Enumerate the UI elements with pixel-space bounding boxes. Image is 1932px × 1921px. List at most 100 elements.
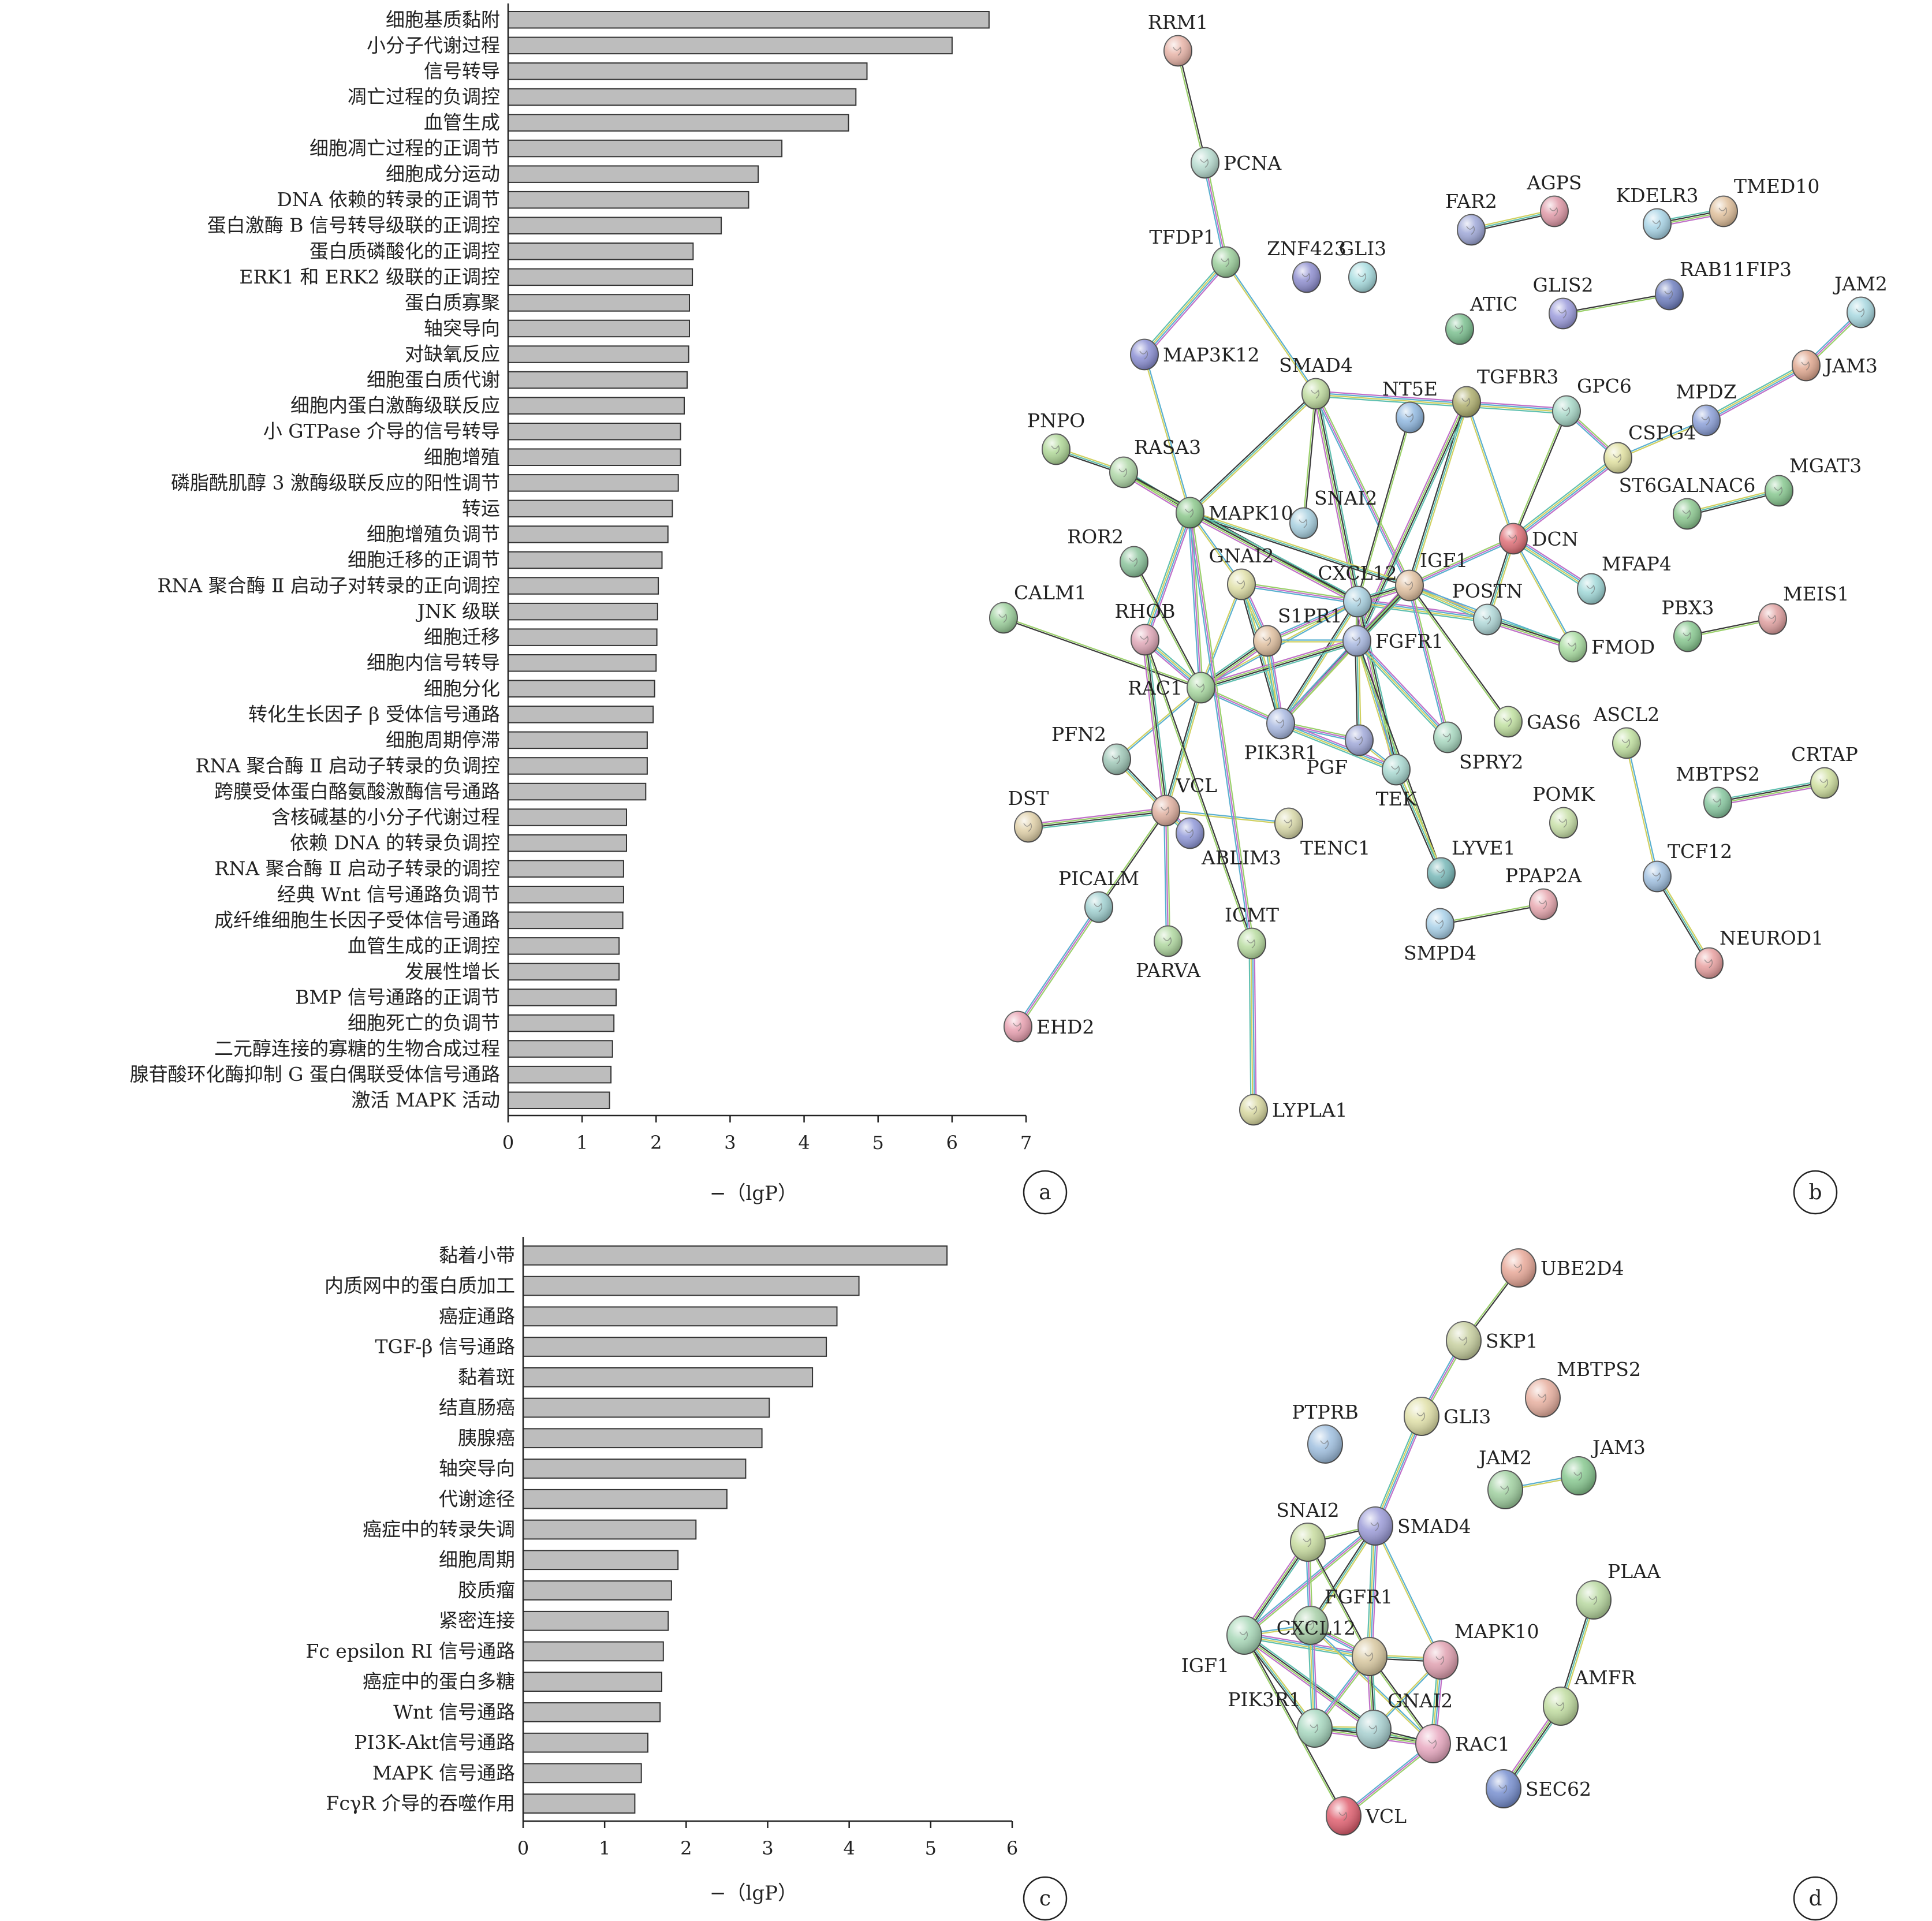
d-node-PIK3R1: PIK3R1 [1228, 1688, 1333, 1748]
b-node-CXCL12: CXCL12 [1318, 562, 1397, 618]
b-node-AGPS: AGPS [1526, 171, 1582, 227]
b-node-LYPLA1: LYPLA1 [1239, 1094, 1348, 1126]
category-label-a-6: 细胞成分运动 [386, 163, 500, 185]
bar-c-1 [523, 1275, 860, 1296]
category-label-c-4: 黏着斑 [458, 1366, 515, 1388]
b-node-label-PNPO: PNPO [1027, 409, 1085, 432]
c-tick-label-3: 3 [762, 1837, 773, 1859]
b-node-MAPK10: MAPK10 [1176, 497, 1293, 529]
b-edge-CXCL12-NT5E [1356, 417, 1412, 602]
d-node-label-IGF1: IGF1 [1181, 1654, 1229, 1677]
category-label-a-26: 细胞分化 [424, 677, 500, 700]
b-edge-SMAD4-MAPK10 [1188, 392, 1318, 514]
a-tick-label-6: 6 [946, 1132, 958, 1154]
category-label-a-39: 细胞死亡的负调节 [348, 1012, 500, 1034]
bar-c-11 [523, 1580, 672, 1601]
b-node-RHOB: RHOB [1115, 600, 1175, 656]
category-label-a-2: 信号转导 [424, 59, 500, 82]
b-node-label-PICALM: PICALM [1058, 867, 1139, 890]
b-edge-SMAD4-GPC6 [1315, 390, 1567, 415]
bar-a-3 [508, 88, 857, 106]
category-label-a-20: 细胞增殖负调节 [367, 523, 500, 545]
category-label-c-16: PI3K-Akt信号通路 [354, 1731, 515, 1754]
b-node-SMPD4: SMPD4 [1404, 908, 1476, 964]
category-label-a-32: 依赖 DNA 的转录负调控 [290, 831, 500, 854]
c-tick-label-1: 1 [599, 1837, 610, 1859]
a-tick-label-2: 2 [650, 1132, 662, 1154]
bar-a-29 [508, 757, 648, 775]
d-node-label-FGFR1: FGFR1 [1325, 1586, 1393, 1608]
b-edge-IGF1-DCN [1408, 536, 1515, 588]
b-node-label-DST: DST [1008, 787, 1049, 810]
d-node-label-PIK3R1: PIK3R1 [1228, 1688, 1301, 1711]
bar-a-39 [508, 1014, 615, 1032]
d-node-label-VCL: VCL [1365, 1805, 1407, 1827]
b-edge-FGFR1-PIK3R1 [1278, 639, 1359, 725]
b-edge-VCL-PICALM [1097, 810, 1168, 908]
bar-c-10 [523, 1550, 679, 1571]
bar-a-37 [508, 963, 620, 981]
b-node-label-GLIS2: GLIS2 [1533, 274, 1594, 296]
bar-a-24 [508, 628, 658, 646]
panel-label-a: a [1023, 1170, 1068, 1215]
b-node-PCNA: PCNA [1191, 147, 1282, 179]
b-node-S1PR1: S1PR1 [1253, 605, 1342, 657]
b-edge-MAPK10-CXCL12 [1188, 510, 1359, 605]
d-node-label-GLI3: GLI3 [1444, 1405, 1491, 1428]
d-node-SNAI2: SNAI2 [1276, 1499, 1340, 1562]
bar-c-5 [523, 1397, 770, 1418]
bar-a-31 [508, 808, 627, 826]
b-node-PBX3: PBX3 [1662, 596, 1714, 652]
d-edge-SNAI2-CXCL12 [1306, 1541, 1371, 1658]
category-label-a-11: 蛋白质寡聚 [405, 291, 500, 314]
d-node-label-PLAA: PLAA [1607, 1560, 1661, 1583]
b-node-MEIS1: MEIS1 [1758, 583, 1849, 635]
category-label-a-29: RNA 聚合酶 Ⅱ 启动子转录的负调控 [196, 755, 500, 777]
bar-c-2 [523, 1306, 838, 1327]
category-label-c-9: 癌症中的转录失调 [363, 1518, 515, 1540]
bar-a-32 [508, 834, 627, 852]
bar-a-17 [508, 448, 681, 466]
bar-a-7 [508, 191, 749, 209]
b-node-label-ICMT: ICMT [1225, 904, 1279, 926]
d-node-label-SMAD4: SMAD4 [1397, 1515, 1471, 1538]
b-node-SPRY2: SPRY2 [1433, 721, 1523, 773]
d-node-JAM3: JAM3 [1561, 1436, 1646, 1495]
bar-c-8 [523, 1489, 728, 1509]
b-edge-VCL-PARVA [1163, 810, 1171, 942]
d-edge-SMAD4-CXCL12 [1366, 1525, 1379, 1657]
b-edge-FGFR1-RAC1 [1200, 637, 1358, 691]
category-label-c-11: 胶质瘤 [458, 1579, 515, 1602]
category-label-c-1: 内质网中的蛋白质加工 [325, 1274, 515, 1297]
category-label-a-35: 成纤维细胞生长因子受体信号通路 [214, 909, 500, 931]
b-node-label-SMAD4: SMAD4 [1279, 354, 1353, 376]
category-label-c-0: 黏着小带 [439, 1244, 515, 1266]
d-node-CXCL12: CXCL12 [1277, 1617, 1388, 1676]
chart-c-x-axis-label: −（lgP） [710, 1882, 797, 1905]
b-node-FMOD: FMOD [1558, 631, 1655, 663]
category-label-c-18: FcγR 介导的吞噬作用 [326, 1792, 515, 1815]
category-label-a-16: 小 GTPase 介导的信号转导 [263, 420, 500, 442]
d-node-label-JAM3: JAM3 [1591, 1436, 1646, 1459]
category-label-a-0: 细胞基质黏附 [386, 8, 500, 31]
d-node-label-GNAI2: GNAI2 [1388, 1689, 1453, 1712]
bar-a-35 [508, 911, 624, 930]
b-node-label-ZNF423: ZNF423 [1267, 237, 1347, 260]
b-edge-VCL-DST [1028, 807, 1166, 830]
b-node-label-LYVE1: LYVE1 [1452, 837, 1516, 859]
b-node-TENC1: TENC1 [1274, 807, 1370, 859]
b-node-label-ROR2: ROR2 [1067, 525, 1124, 548]
b-node-GLIS2: GLIS2 [1533, 274, 1594, 330]
b-edge-IGF1-SPRY2 [1407, 585, 1450, 738]
b-node-GAS6: GAS6 [1494, 706, 1581, 738]
bar-a-34 [508, 886, 624, 904]
category-label-a-40: 二元醇连接的寡糖的生物合成过程 [214, 1038, 500, 1060]
d-node-GLI3: GLI3 [1404, 1397, 1491, 1436]
b-node-label-IGF1: IGF1 [1420, 549, 1468, 572]
b-node-label-PARVA: PARVA [1136, 959, 1201, 982]
b-node-label-ABLIM3: ABLIM3 [1201, 846, 1281, 869]
b-node-ST6GALNAC6: ST6GALNAC6 [1619, 474, 1755, 530]
category-label-c-14: 癌症中的蛋白多糖 [363, 1670, 515, 1693]
a-tick-label-1: 1 [576, 1132, 588, 1154]
category-label-a-24: 细胞迁移 [424, 626, 500, 648]
